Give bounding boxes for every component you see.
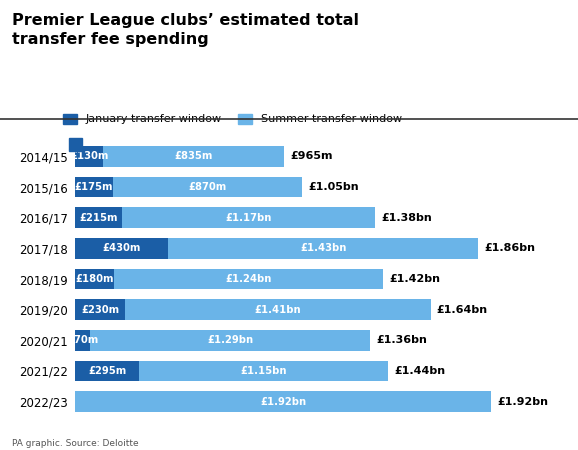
Text: £1.38bn: £1.38bn bbox=[381, 213, 432, 223]
Text: £70m: £70m bbox=[67, 335, 98, 345]
Text: £1.15bn: £1.15bn bbox=[240, 366, 287, 376]
Text: £1.36bn: £1.36bn bbox=[376, 335, 427, 345]
Bar bbox=[75, 207, 375, 228]
Text: £1.92bn: £1.92bn bbox=[498, 396, 549, 407]
Bar bbox=[75, 207, 122, 228]
Text: £215m: £215m bbox=[79, 213, 118, 223]
Text: £1.64bn: £1.64bn bbox=[437, 305, 488, 315]
Legend: January transfer window, Summer transfer window: January transfer window, Summer transfer… bbox=[64, 113, 402, 124]
Text: £1.17bn: £1.17bn bbox=[225, 213, 272, 223]
Bar bbox=[75, 176, 113, 198]
Text: £1.43bn: £1.43bn bbox=[300, 243, 346, 253]
Text: £965m: £965m bbox=[291, 151, 333, 162]
Text: £130m: £130m bbox=[70, 151, 109, 162]
Text: £835m: £835m bbox=[175, 151, 213, 162]
Bar bbox=[75, 330, 90, 351]
Bar bbox=[75, 238, 478, 259]
Text: £1.44bn: £1.44bn bbox=[395, 366, 446, 376]
Bar bbox=[75, 299, 125, 320]
Text: £1.24bn: £1.24bn bbox=[225, 274, 272, 284]
Bar bbox=[75, 238, 168, 259]
Text: £1.41bn: £1.41bn bbox=[254, 305, 301, 315]
Text: £180m: £180m bbox=[75, 274, 114, 284]
Text: £175m: £175m bbox=[75, 182, 113, 192]
Text: £870m: £870m bbox=[188, 182, 227, 192]
Bar bbox=[75, 269, 383, 289]
Bar bbox=[75, 299, 431, 320]
Bar bbox=[75, 146, 103, 167]
Text: £1.29bn: £1.29bn bbox=[207, 335, 253, 345]
Bar bbox=[75, 360, 139, 382]
Bar bbox=[75, 146, 284, 167]
Text: £295m: £295m bbox=[88, 366, 126, 376]
Bar bbox=[75, 360, 388, 382]
Bar bbox=[75, 176, 302, 198]
Bar bbox=[75, 330, 370, 351]
Bar bbox=[75, 391, 491, 412]
Text: £430m: £430m bbox=[102, 243, 141, 253]
Text: £230m: £230m bbox=[81, 305, 119, 315]
Text: Premier League clubs’ estimated total
transfer fee spending: Premier League clubs’ estimated total tr… bbox=[12, 14, 358, 47]
Bar bbox=[75, 269, 114, 289]
Text: PA graphic. Source: Deloitte: PA graphic. Source: Deloitte bbox=[12, 439, 138, 448]
Text: £1.92bn: £1.92bn bbox=[260, 396, 306, 407]
Text: £1.86bn: £1.86bn bbox=[484, 243, 536, 253]
Text: £1.05bn: £1.05bn bbox=[308, 182, 358, 192]
Text: £1.42bn: £1.42bn bbox=[389, 274, 440, 284]
